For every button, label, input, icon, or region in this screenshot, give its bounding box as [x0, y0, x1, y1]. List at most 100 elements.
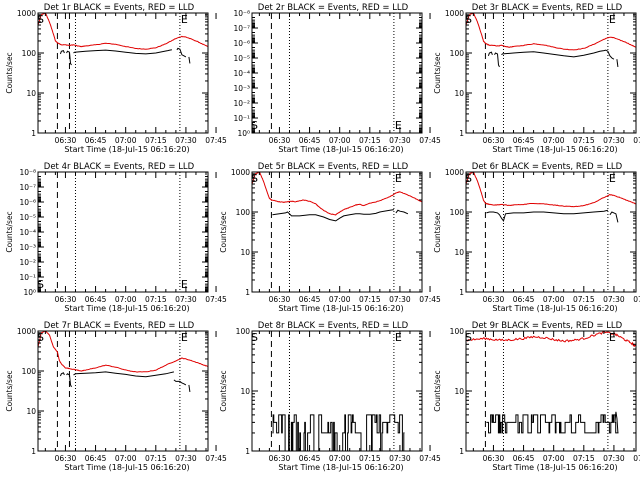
x-tick-label: 06:45 [299, 295, 321, 304]
x-tick-label: 06:30 [483, 454, 505, 463]
x-tick-label: 06:45 [513, 295, 535, 304]
end-marker: E [181, 278, 188, 291]
y-tick-label: 1 [31, 129, 36, 138]
y-tick-label: 10 [454, 248, 464, 257]
end-marker: E [395, 331, 402, 344]
x-axis-label: Start Time (18-Jul-15 06:16:20) [278, 145, 403, 154]
y-tick-label: 100 [236, 327, 251, 336]
lld-trace [38, 13, 208, 50]
x-tick-label: 06:30 [269, 454, 291, 463]
y-tick-label: 1000 [231, 168, 250, 177]
x-tick-label: 07:45 [419, 454, 441, 463]
panel-title: Det 5r BLACK = Events, RED = LLD [258, 162, 409, 172]
x-tick-label: 07:30 [389, 295, 411, 304]
events-trace-segment [501, 49, 615, 60]
x-tick-label: 07:00 [329, 454, 351, 463]
x-tick-label: 06:45 [85, 295, 107, 304]
y-tick-label: 10 [454, 89, 464, 98]
y-tick-label: 10 [240, 248, 250, 257]
x-tick-label: 06:45 [85, 136, 107, 145]
y-axis-label: Counts/sec [433, 370, 442, 411]
plot-area [56, 172, 208, 292]
plot-area [270, 331, 422, 451]
x-tick-label: 07:00 [329, 136, 351, 145]
y-axis-label: Counts/sec [5, 52, 14, 93]
x-tick-label: 07:30 [175, 454, 197, 463]
lld-trace [466, 172, 636, 208]
x-tick-label: 07:15 [145, 295, 167, 304]
start-marker: S [251, 331, 258, 344]
lld-trace [466, 13, 636, 51]
panel-det-6r: Det 6r BLACK = Events, RED = LLD 1 10 100 10… [433, 162, 640, 313]
y-tick-label: 100 [450, 208, 465, 217]
plot-frame [37, 330, 209, 452]
x-tick-label: 07:15 [573, 136, 595, 145]
panel-title: Det 2r BLACK = Events, RED = LLD [258, 3, 409, 13]
x-tick-label: 07:15 [359, 454, 381, 463]
x-tick-label: 07:00 [329, 295, 351, 304]
x-tick-label: 06:45 [513, 454, 535, 463]
x-tick-label: 06:30 [55, 454, 77, 463]
events-trace-segment [616, 59, 619, 67]
start-marker: S [251, 119, 258, 132]
x-axis-label: Start Time (18-Jul-15 06:16:20) [64, 145, 189, 154]
plot-frame [251, 171, 423, 293]
events-trace-segment [188, 384, 191, 392]
y-tick-label: 1000 [17, 327, 36, 336]
events-trace-segment [609, 211, 619, 223]
x-tick-label: 07:00 [543, 454, 565, 463]
plot-area [466, 172, 636, 292]
x-tick-label: 06:45 [513, 136, 535, 145]
y-tick-label: 10⁻⁷ [233, 24, 250, 33]
plot-area [38, 13, 208, 133]
y-tick-label: 1 [459, 129, 464, 138]
x-tick-label: 07:15 [573, 295, 595, 304]
y-tick-label: 10⁻⁷ [19, 183, 36, 192]
events-trace [486, 414, 619, 434]
y-tick-label: 10⁻¹ [19, 273, 36, 282]
x-tick-label: 06:30 [269, 295, 291, 304]
events-trace-segment [176, 47, 187, 58]
events-trace-segment [494, 52, 500, 68]
x-tick-label: 07:30 [389, 454, 411, 463]
events-trace [272, 414, 405, 451]
x-tick-label: 07:00 [543, 295, 565, 304]
x-tick-label: 07:15 [359, 295, 381, 304]
y-tick-label: 10⁰ [23, 288, 36, 297]
y-axis-label: Counts/sec [433, 52, 442, 93]
panel-title: Det 8r BLACK = Events, RED = LLD [258, 321, 409, 331]
panel-title: Det 3r BLACK = Events, RED = LLD [472, 3, 623, 13]
y-tick-label: 10⁻⁴ [233, 69, 250, 78]
panel-det-8r: Det 8r BLACK = Events, RED = LLD 1 10 100 06… [219, 321, 441, 472]
y-tick-label: 10⁻⁸ [233, 9, 250, 18]
x-tick-label: 06:30 [55, 136, 77, 145]
y-tick-label: 10⁻⁵ [233, 54, 250, 63]
x-tick-label: 07:15 [359, 136, 381, 145]
start-marker: S [251, 172, 258, 185]
y-axis-label: Counts/sec [219, 370, 228, 411]
x-tick-label: 07:45 [633, 454, 640, 463]
start-marker: S [37, 278, 44, 291]
plot-area [466, 331, 636, 451]
start-marker: S [465, 331, 472, 344]
x-tick-label: 07:30 [175, 295, 197, 304]
events-spike [614, 411, 619, 433]
start-marker: S [465, 13, 472, 26]
x-tick-label: 07:15 [573, 454, 595, 463]
panel-title: Det 9r BLACK = Events, RED = LLD [472, 321, 623, 331]
x-axis-label: Start Time (18-Jul-15 06:16:20) [278, 463, 403, 472]
plot-area [252, 172, 422, 292]
x-axis-label: Start Time (18-Jul-15 06:16:20) [492, 463, 617, 472]
x-tick-label: 06:45 [85, 454, 107, 463]
events-trace-segment [188, 56, 191, 64]
y-tick-label: 10⁻² [19, 258, 36, 267]
plot-frame [465, 171, 637, 293]
events-trace-segment [272, 209, 394, 222]
x-tick-label: 06:30 [483, 136, 505, 145]
events-trace-segment [487, 51, 493, 56]
y-tick-label: 10⁰ [237, 129, 250, 138]
x-tick-label: 07:15 [145, 136, 167, 145]
end-marker: E [609, 13, 616, 26]
